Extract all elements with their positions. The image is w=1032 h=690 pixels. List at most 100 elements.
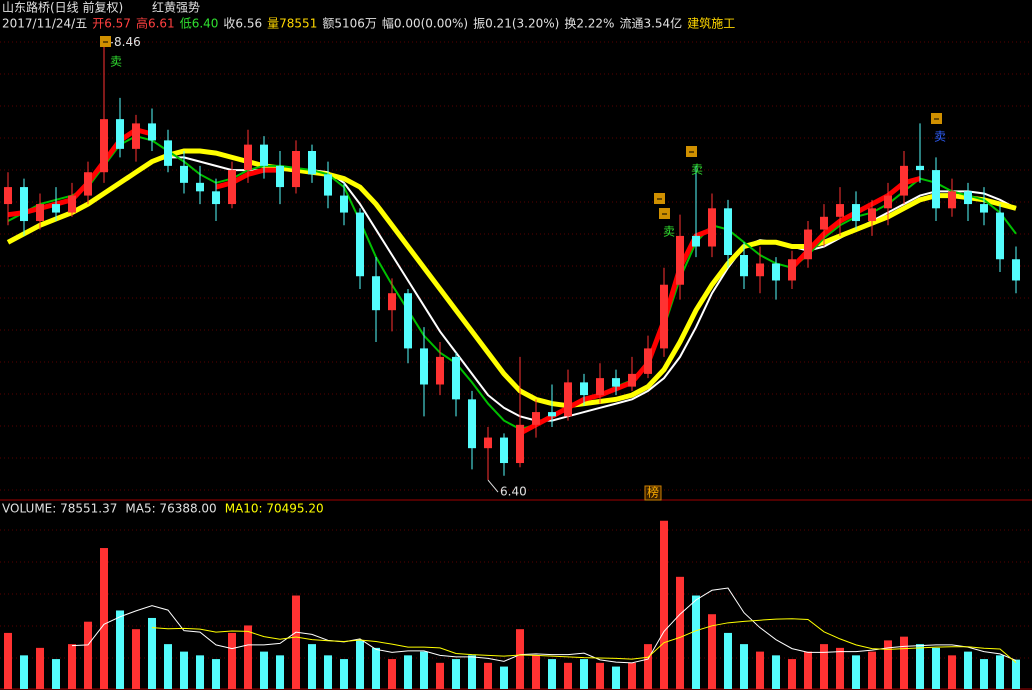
candle-body xyxy=(628,373,636,387)
volume-bar xyxy=(996,655,1004,689)
volume-bar xyxy=(68,644,76,689)
candle-body xyxy=(564,382,572,417)
candle-body xyxy=(340,195,348,213)
volume-bar xyxy=(932,647,940,689)
indicator-line xyxy=(7,135,1017,431)
volume-bar xyxy=(324,655,332,689)
indicator-line xyxy=(71,587,1017,664)
indicator-name: 红黄强势 xyxy=(152,0,200,15)
candle-body xyxy=(52,204,60,213)
candle-body xyxy=(404,293,412,349)
candle-body xyxy=(228,170,236,205)
candle-body xyxy=(612,378,620,387)
indicator-line xyxy=(151,618,1017,664)
volume-bar xyxy=(772,655,780,689)
quote-item: 低6.40 xyxy=(180,17,219,31)
candle-body xyxy=(644,348,652,374)
candle-body xyxy=(372,276,380,311)
candle-body xyxy=(436,356,444,385)
candle-body xyxy=(996,212,1004,260)
volume-bar xyxy=(468,655,476,689)
candle-body xyxy=(596,378,604,396)
volume-bar xyxy=(4,632,12,689)
candle-body xyxy=(836,204,844,217)
candle-body xyxy=(100,119,108,173)
volume-bar xyxy=(196,655,204,689)
volume-bar xyxy=(756,651,764,689)
candle-body xyxy=(548,412,556,417)
volume-bar xyxy=(292,595,300,689)
candle-body xyxy=(756,263,764,277)
volume-bar xyxy=(420,651,428,689)
candle-body xyxy=(20,187,28,222)
candle-body xyxy=(68,195,76,213)
candle-body xyxy=(804,229,812,260)
candle-body xyxy=(116,119,124,149)
signal-label: 卖 xyxy=(691,163,703,177)
candle-body xyxy=(660,284,668,349)
quote-item: 收6.56 xyxy=(223,17,262,31)
volume-bar xyxy=(308,644,316,689)
volume-bar xyxy=(964,651,972,689)
volume-bar xyxy=(1012,659,1020,689)
volume-bar xyxy=(564,662,572,689)
volume-bar xyxy=(884,640,892,689)
quote-item: 流通3.54亿 xyxy=(619,16,682,31)
low-label: 6.40 xyxy=(500,485,527,499)
quote-item: 振0.21(3.20%) xyxy=(473,17,559,31)
candle-body xyxy=(1012,259,1020,281)
candle-body xyxy=(708,208,716,247)
candle-body xyxy=(468,399,476,449)
signal-label: 卖 xyxy=(663,225,675,239)
volume-bar xyxy=(708,614,716,689)
candle-body xyxy=(884,195,892,209)
candle-body xyxy=(948,191,956,209)
candle-body xyxy=(692,235,700,247)
candle-body xyxy=(772,263,780,281)
volume-bar xyxy=(372,647,380,689)
candle-body xyxy=(820,216,828,230)
candle-body xyxy=(196,182,204,192)
quote-item: 幅0.00(0.00%) xyxy=(382,16,468,31)
low-label-leader xyxy=(487,479,499,493)
volume-bar xyxy=(660,520,668,689)
quote-item: 高6.61 xyxy=(136,16,175,31)
candle-body xyxy=(788,259,796,281)
candle-body xyxy=(36,204,44,222)
candle-body xyxy=(516,424,524,464)
high-label: 8.46 xyxy=(114,35,141,49)
volume-bar xyxy=(612,666,620,689)
volume-bar xyxy=(52,659,60,689)
candle-body xyxy=(980,204,988,213)
volume-bar xyxy=(948,655,956,689)
volume-bar xyxy=(676,576,684,689)
volume-bar xyxy=(116,610,124,689)
volume-bar xyxy=(820,644,828,689)
volume-bar xyxy=(340,659,348,689)
candle-body xyxy=(148,123,156,141)
volume-bar xyxy=(980,659,988,689)
candle-body xyxy=(84,172,92,196)
candle-body xyxy=(580,382,588,396)
volume-bar xyxy=(484,662,492,689)
candle-body xyxy=(260,144,268,166)
volume-bar xyxy=(548,659,556,689)
signal-label: 卖 xyxy=(934,130,946,144)
volume-bar xyxy=(628,662,636,689)
volume-bar xyxy=(724,632,732,689)
volume-label: VOLUME: 78551.37 xyxy=(2,502,117,516)
volume-bar xyxy=(228,632,236,689)
volume-bar xyxy=(132,629,140,689)
volume-bar xyxy=(36,647,44,689)
volume-bar xyxy=(452,659,460,689)
volume-bar xyxy=(500,666,508,689)
candle-body xyxy=(388,293,396,311)
candle-body xyxy=(292,150,300,188)
indicator-line xyxy=(7,127,153,218)
candle-body xyxy=(276,165,284,188)
candle-body xyxy=(212,191,220,205)
volume-bar xyxy=(596,662,604,689)
volume-bar xyxy=(436,662,444,689)
volume-bar xyxy=(900,636,908,689)
